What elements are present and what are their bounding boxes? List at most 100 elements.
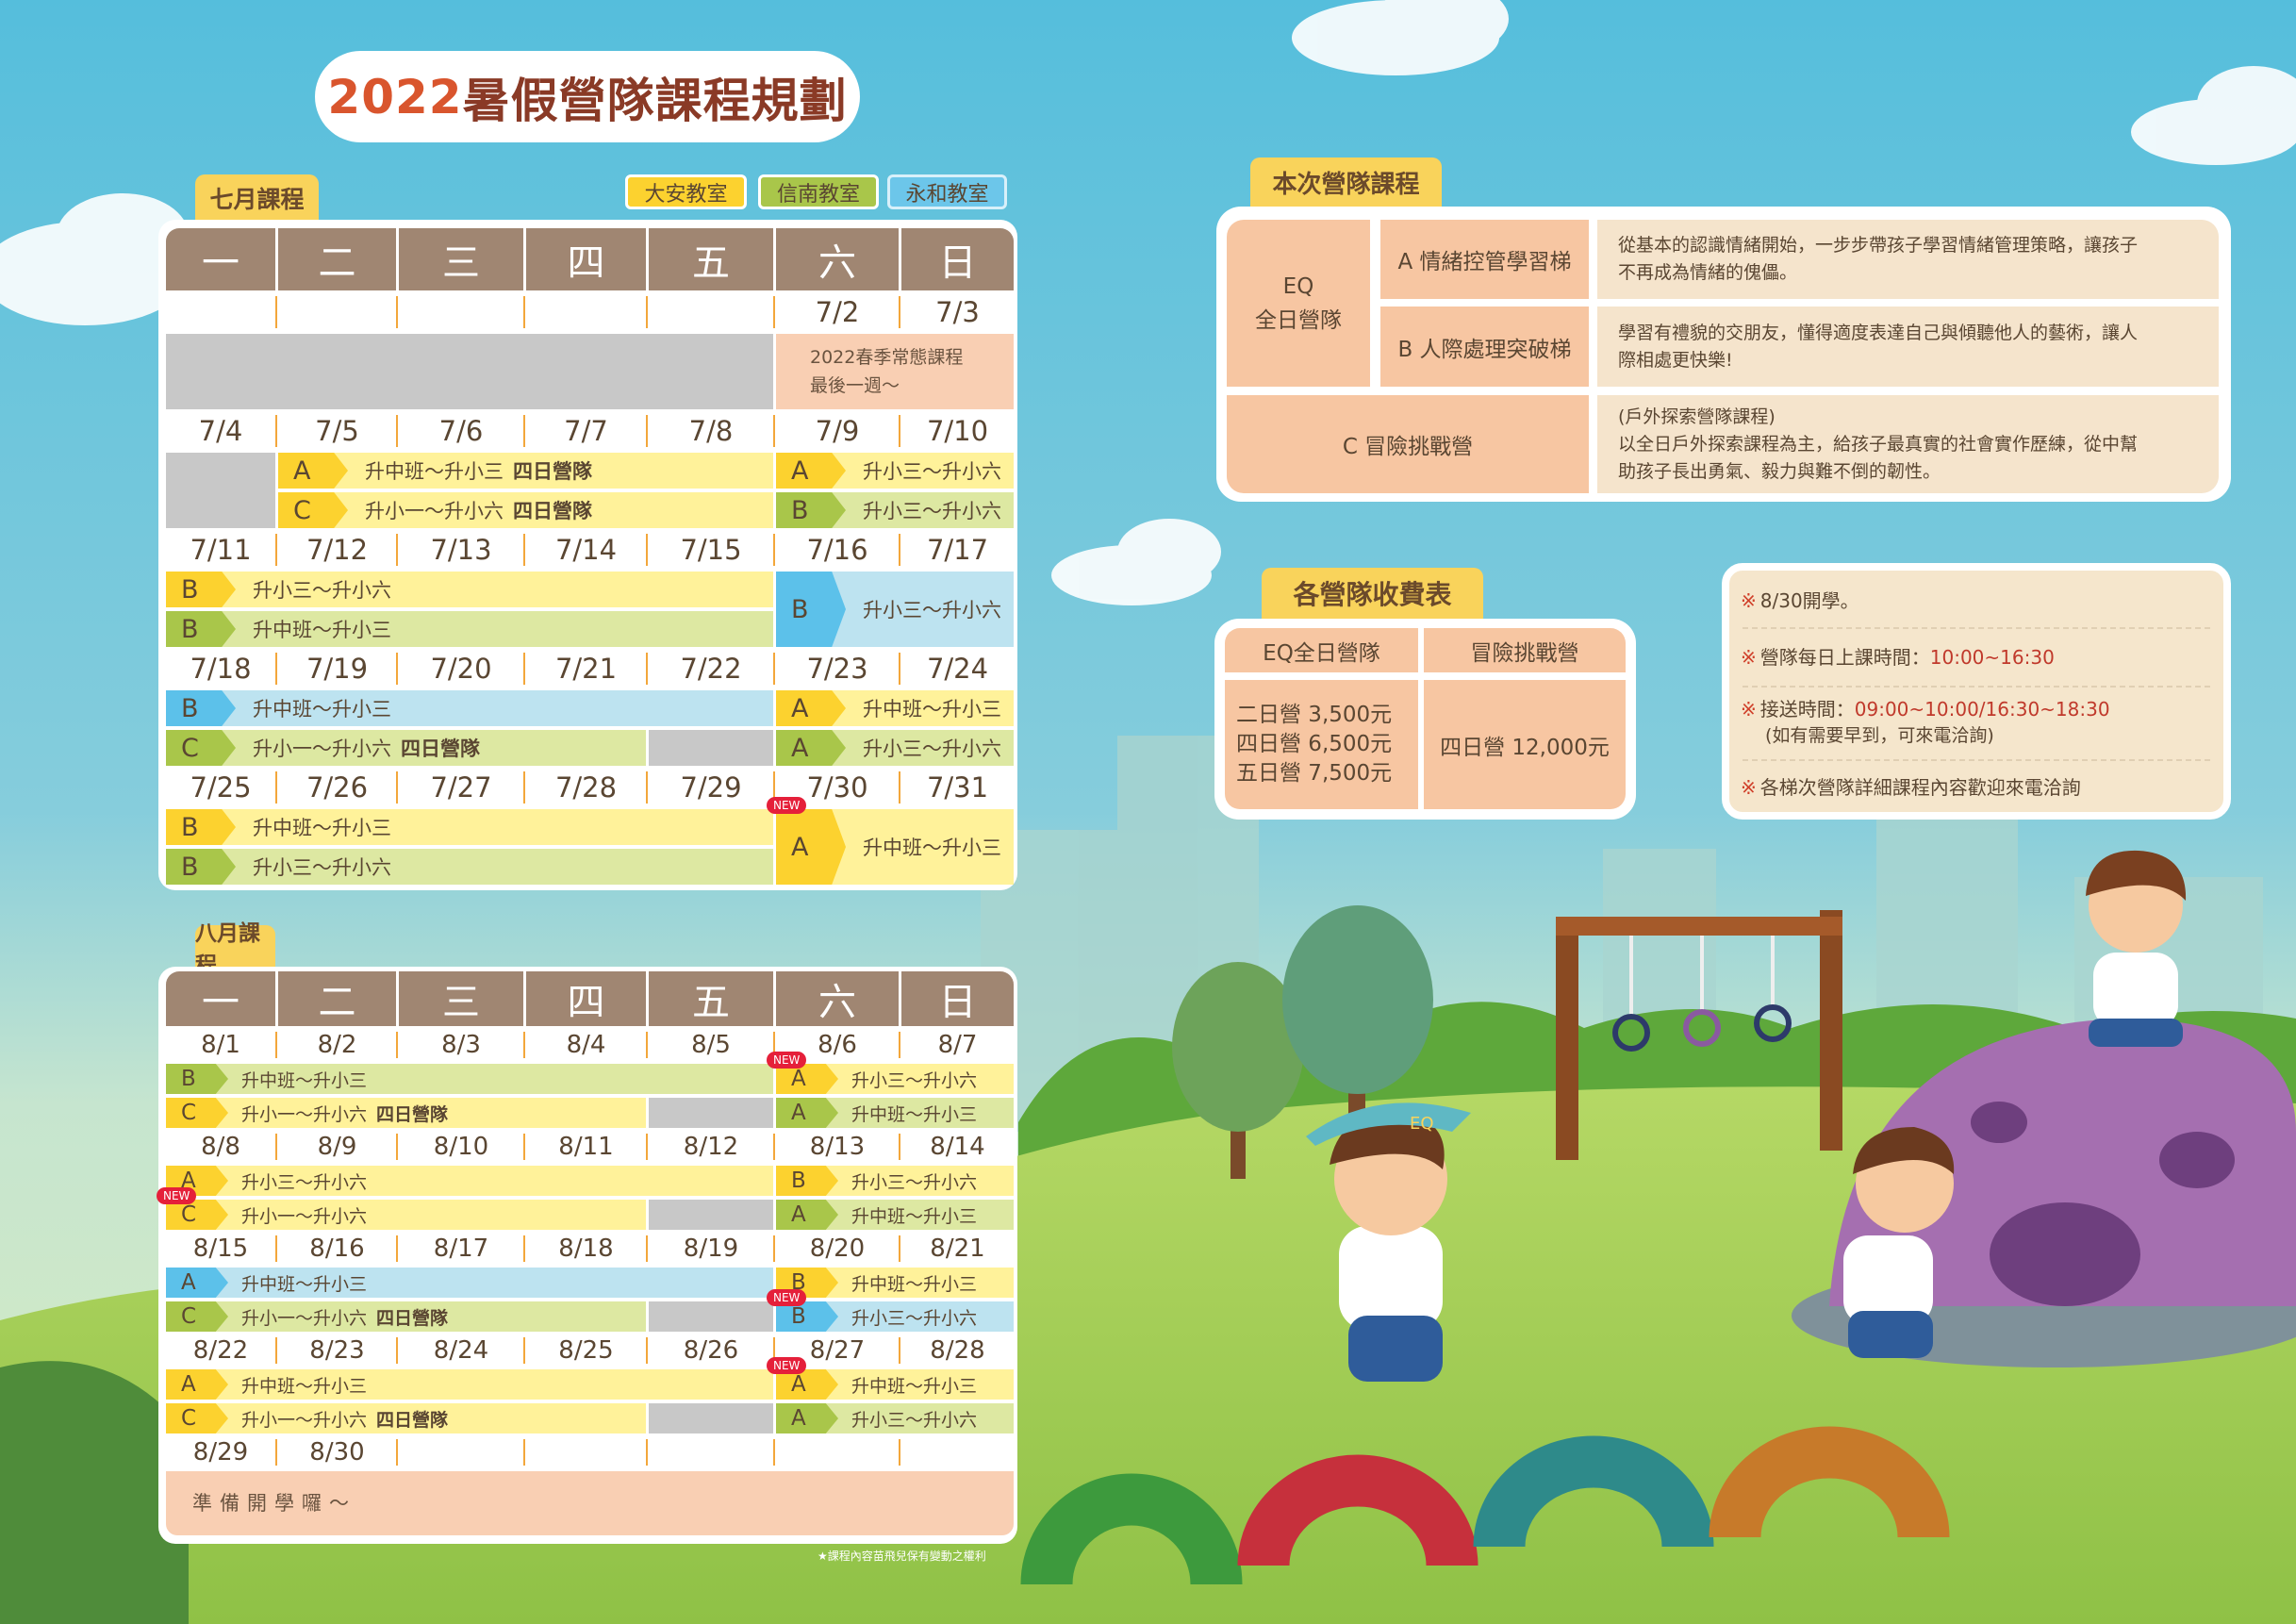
camp-text: 升小三～升小六 xyxy=(838,1403,977,1433)
camp-grades: 升小一～升小六 xyxy=(241,1307,368,1329)
camp-grades: 升小一～升小六 xyxy=(241,1205,368,1227)
divider xyxy=(1743,627,2210,629)
camp-tag: A xyxy=(166,1369,228,1400)
date-cell: 7/26 xyxy=(275,770,396,805)
tire-arches xyxy=(1020,1426,1950,1585)
camp-bar: B 升小三～升小六 xyxy=(166,849,773,885)
camp-tag: A xyxy=(776,1098,838,1128)
date-cell: 8/8 xyxy=(201,1133,240,1161)
camp-text: 升小一～升小六 四日營隊 xyxy=(228,1301,448,1332)
date-cell: 8/7 xyxy=(899,1030,1014,1060)
child-figure xyxy=(1843,1127,1955,1358)
closed-block xyxy=(649,1301,773,1332)
note-highlight: 10:00~16:30 xyxy=(1929,646,2055,669)
note-text: 8/30開學。 xyxy=(1759,589,1859,612)
footnote: ★課程內容苗飛兒保有變動之權利 xyxy=(818,1549,986,1563)
note-mark-icon: ※ xyxy=(1741,776,1757,799)
camp-bar: B 升中班～升小三 xyxy=(166,1064,773,1094)
note-mark-icon: ※ xyxy=(1741,646,1757,669)
camp-bar: A 升中班～升小三 xyxy=(776,690,1014,726)
camp-text: 升中班～升小三 xyxy=(838,1200,977,1230)
notes-box: ※ 8/30開學。 ※ 營隊每日上課時間：10:00~16:30 ※ 接送時間：09:… xyxy=(1722,563,2231,820)
date-cell: 7/6 xyxy=(396,413,523,449)
camp-tag: A xyxy=(166,1268,228,1298)
camp-tag: A xyxy=(278,453,348,489)
date-cell: 7/23 xyxy=(773,651,899,687)
date-cell: 8/13 xyxy=(773,1132,899,1162)
legend-xinnan: 信南教室 xyxy=(758,174,879,209)
new-badge: NEW xyxy=(767,797,807,814)
title-year: 2022 xyxy=(327,69,463,124)
date-cell xyxy=(396,1437,523,1467)
date-cell: 7/13 xyxy=(396,532,523,568)
camp-grades: 升小三～升小六 xyxy=(863,460,1001,483)
camp-bar: C 升小一～升小六 四日營隊 xyxy=(166,1098,646,1128)
divider xyxy=(1743,686,2210,688)
weekday-header: 五 xyxy=(649,971,773,1026)
camp-grades: 升小三～升小六 xyxy=(851,1069,978,1091)
note-item: ※ 接送時間：09:00~10:00/16:30~18:30 (如有需要早到，可來電… xyxy=(1741,694,2210,747)
camp-grades: 升小三～升小六 xyxy=(241,1171,368,1193)
fee-adventure: 四日營 12,000元 xyxy=(1424,680,1626,809)
camp-duration: 四日營隊 xyxy=(513,500,592,522)
weekday-header: 四 xyxy=(526,971,646,1026)
camp-bar: B 升小三～升小六 xyxy=(776,492,1014,528)
eq-cell: EQ 全日營隊 xyxy=(1227,220,1370,387)
note-item: ※ 營隊每日上課時間：10:00~16:30 xyxy=(1741,642,2210,670)
camp-text: 升中班～升小三 xyxy=(846,809,1001,885)
camp-text: 升小一～升小六 四日營隊 xyxy=(228,1403,448,1433)
fee-eq-list: 二日營 3,500元 四日營 6,500元 五日營 7,500元 xyxy=(1225,680,1418,809)
date-cell: 7/5 xyxy=(275,413,396,449)
camp-grades: 升中班～升小三 xyxy=(851,1273,978,1295)
camp-text: 升小一～升小六 xyxy=(228,1200,367,1230)
camp-tag: C xyxy=(166,1200,228,1230)
eq-line1: EQ xyxy=(1282,273,1314,299)
camp-grades: 升中班～升小三 xyxy=(241,1069,368,1091)
date-cell: 8/4 xyxy=(523,1030,646,1060)
camp-bar: C 升小一～升小六 四日營隊 xyxy=(166,730,646,766)
camp-grades: 升中班～升小三 xyxy=(851,1375,978,1397)
date-cell: 7/27 xyxy=(396,770,523,805)
note-item: ※ 8/30開學。 xyxy=(1741,586,2210,613)
camp-text: 升中班～升小三 xyxy=(236,690,391,726)
camp-tag: B xyxy=(166,572,236,607)
camp-text: 升中班～升小三 xyxy=(838,1369,977,1400)
closed-block xyxy=(649,1098,773,1128)
new-badge: NEW xyxy=(767,1289,807,1306)
eq-line2: 全日營隊 xyxy=(1255,307,1342,333)
camp-bar: B 升小三～升小六 NEW xyxy=(767,1289,1014,1332)
date-cell: 8/11 xyxy=(523,1132,646,1162)
camp-duration: 四日營隊 xyxy=(376,1409,449,1431)
date-cell xyxy=(166,294,275,330)
camp-grades: 升小三～升小六 xyxy=(863,500,1001,522)
camp-tag: B xyxy=(776,1301,838,1332)
note-mark-icon: ※ xyxy=(1741,589,1757,612)
camp-tag: A xyxy=(776,1403,838,1433)
camp-bar: A 升小三～升小六 xyxy=(776,1403,1014,1433)
courses-box: EQ 全日營隊 A 情緒控管學習梯 B 人際處理突破梯 C 冒險挑戰營 從基本的… xyxy=(1216,207,2231,502)
camp-text: 升中班～升小三 xyxy=(838,1098,977,1128)
note-item: ※ 各梯次營隊詳細課程內容歡迎來電洽詢 xyxy=(1741,772,2210,800)
note-text: 各梯次營隊詳細課程內容歡迎來電洽詢 xyxy=(1759,776,2081,799)
date-cell: 7/29 xyxy=(646,770,773,805)
date-cell xyxy=(275,294,396,330)
camp-grades: 升小三～升小六 xyxy=(851,1409,978,1431)
legend-daan: 大安教室 xyxy=(625,174,747,209)
august-grid: 一二三四五六日 8/1 8/2 8/3 8/4 8/5 8/6 8/7 B 升中班～升小三 A 升小三… xyxy=(157,971,1014,1535)
new-badge: NEW xyxy=(767,1357,807,1374)
camp-grades: 升小一～升小六 xyxy=(365,500,504,522)
camp-bar: B 升中班～升小三 xyxy=(166,809,773,845)
camp-tag: B xyxy=(166,849,236,885)
camp-grades: 升中班～升小三 xyxy=(253,698,391,721)
camp-bar: C 升小一～升小六 NEW xyxy=(157,1187,646,1230)
camp-text: 升小一～升小六 四日營隊 xyxy=(228,1098,448,1128)
camp-tag: B xyxy=(166,611,236,647)
date-cell: 8/17 xyxy=(396,1234,523,1264)
date-cell: 8/27 xyxy=(773,1335,899,1366)
camp-bar: B 升中班～升小三 xyxy=(166,690,773,726)
camp-bar: A 升中班～升小三 xyxy=(776,1098,1014,1128)
date-cell xyxy=(773,1437,899,1467)
camp-text: 升小一～升小六 四日營隊 xyxy=(236,730,480,766)
date-cell: 7/16 xyxy=(773,532,899,568)
date-cell: 7/31 xyxy=(899,770,1014,805)
